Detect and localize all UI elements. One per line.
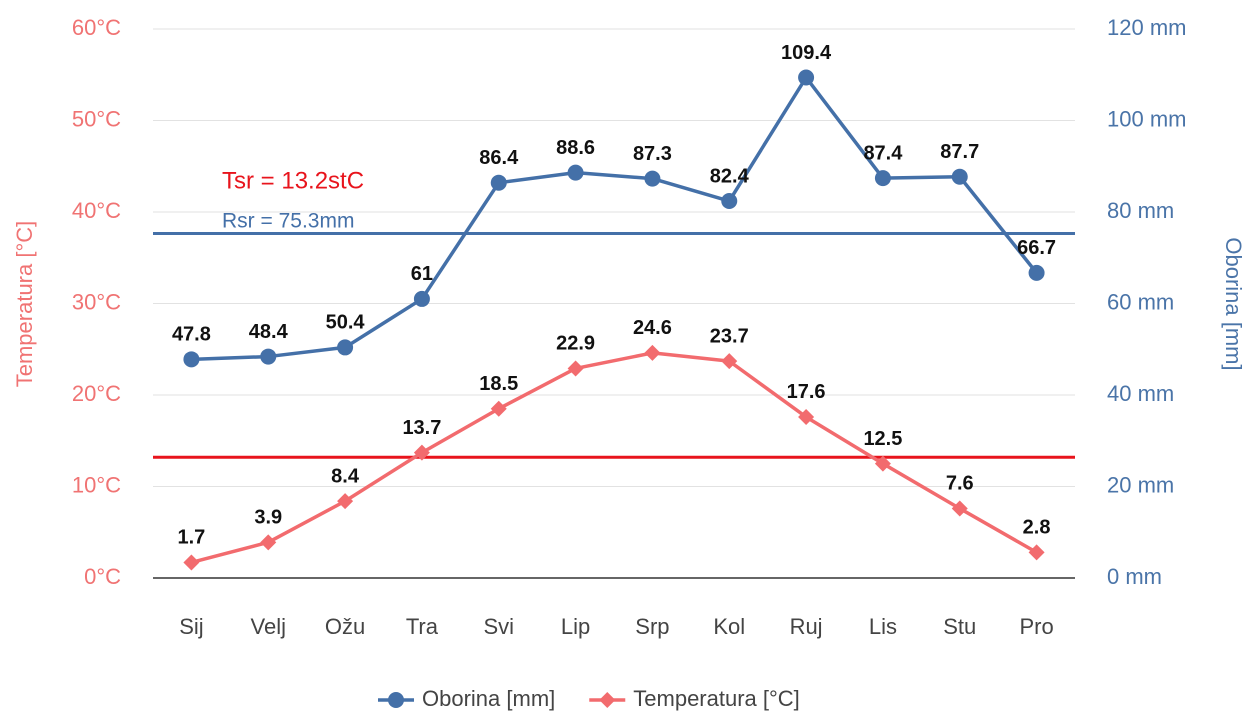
data-label: 109.4 [781,42,832,64]
point [874,455,891,472]
y-tick-label: 40°C [72,198,121,223]
data-label: 2.8 [1023,517,1051,539]
data-label: 66.7 [1017,237,1056,259]
y2-tick-label: 0 mm [1107,564,1162,589]
data-label: 8.4 [331,465,360,487]
y2-tick-label: 20 mm [1107,472,1174,497]
point [490,400,507,417]
legend-marker [388,692,404,708]
point [183,554,200,571]
point [721,193,738,210]
data-label: 87.4 [863,142,903,164]
data-label: 61 [411,263,433,285]
point [1028,264,1045,281]
data-label: 7.6 [946,473,974,495]
data-label: 17.6 [787,381,826,403]
x-tick-label: Kol [713,614,745,639]
point [337,339,354,356]
x-tick-label: Sij [179,614,203,639]
point [413,444,430,461]
data-label: 12.5 [863,428,902,450]
y2-axis-title: Oborina [mm] [1221,237,1246,370]
y-tick-label: 10°C [72,472,121,497]
x-tick-label: Lip [561,614,590,639]
data-label: 88.6 [556,137,595,159]
legend-label: Temperatura [°C] [633,686,800,711]
y-tick-label: 20°C [72,381,121,406]
y-axis-title: Temperatura [°C] [12,221,37,388]
x-tick-label: Srp [635,614,669,639]
y2-tick-label: 120 mm [1107,15,1186,40]
data-label: 24.6 [633,317,672,339]
x-tick-label: Ruj [790,614,823,639]
data-label: 23.7 [710,325,749,347]
point [413,290,430,307]
data-label: 22.9 [556,333,595,355]
x-tick-label: Pro [1019,614,1053,639]
legend-marker [599,692,616,708]
y2-tick-label: 100 mm [1107,106,1186,131]
data-label: 13.7 [402,417,441,439]
y-tick-label: 60°C [72,15,121,40]
point [951,500,968,517]
y2-tick-label: 80 mm [1107,198,1174,223]
x-tick-label: Svi [483,614,514,639]
point [644,170,661,187]
point [260,534,277,551]
x-tick-label: Tra [406,614,439,639]
data-label: 47.8 [172,324,211,346]
point [183,351,200,368]
y-tick-label: 30°C [72,289,121,314]
point [798,408,815,425]
point [490,174,507,191]
y-tick-label: 50°C [72,106,121,131]
data-label: 48.4 [249,321,289,343]
series-line [191,75,1038,362]
data-label: 87.7 [940,141,979,163]
point [1028,544,1045,561]
series-line [190,351,1038,565]
point [798,69,815,86]
point [874,170,891,187]
annotation: Tsr = 13.2stC [222,167,364,194]
data-label: 1.7 [178,527,206,549]
data-label: 82.4 [710,165,750,187]
data-label: 18.5 [479,373,518,395]
y2-tick-label: 40 mm [1107,381,1174,406]
y2-tick-label: 60 mm [1107,289,1174,314]
point [721,353,738,370]
legend-label: Oborina [mm] [422,686,555,711]
point [337,493,354,510]
data-label: 86.4 [479,147,519,169]
annotation: Rsr = 75.3mm [222,210,354,233]
data-label: 3.9 [254,507,282,529]
point [644,344,661,361]
x-tick-label: Velj [251,614,286,639]
x-tick-label: Lis [869,614,897,639]
data-label: 87.3 [633,143,672,165]
y-tick-label: 0°C [84,564,121,589]
data-label: 50.4 [326,312,366,334]
point [951,168,968,185]
point [567,360,584,377]
point [260,348,277,365]
x-tick-label: Ožu [325,614,365,639]
x-tick-label: Stu [943,614,976,639]
point [567,164,584,181]
